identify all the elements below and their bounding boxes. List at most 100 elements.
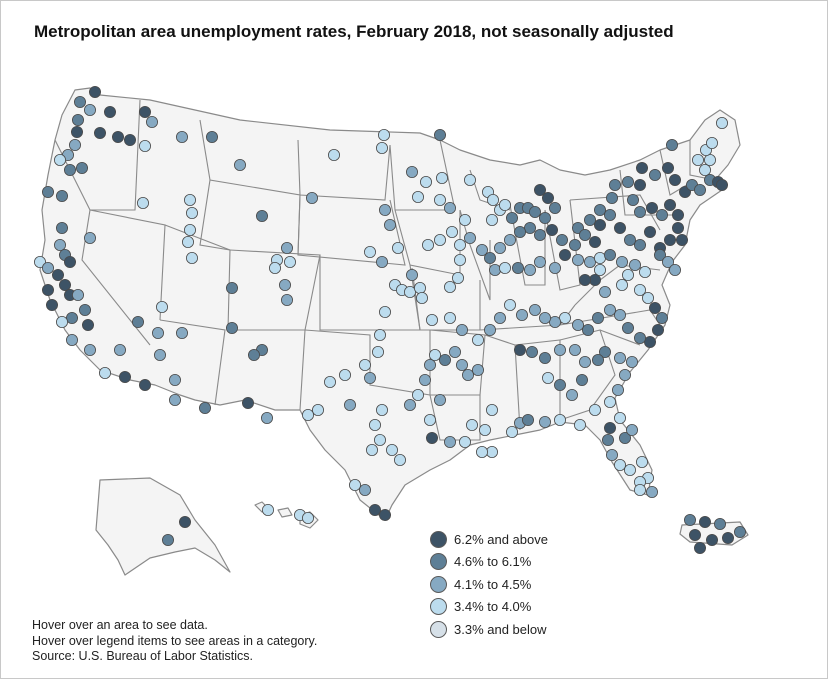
metro-area-marker[interactable]	[89, 86, 102, 99]
metro-area-marker[interactable]	[734, 526, 747, 539]
metro-area-marker[interactable]	[539, 415, 552, 428]
metro-area-marker[interactable]	[168, 393, 181, 406]
metro-area-marker[interactable]	[458, 213, 471, 226]
metro-area-marker[interactable]	[405, 165, 418, 178]
metro-area-marker[interactable]	[634, 178, 647, 191]
metro-area-marker[interactable]	[549, 315, 562, 328]
metro-area-marker[interactable]	[260, 411, 273, 424]
metro-area-marker[interactable]	[42, 185, 55, 198]
metro-area-marker[interactable]	[589, 273, 602, 286]
metro-area-marker[interactable]	[572, 318, 585, 331]
metro-area-marker[interactable]	[699, 516, 712, 529]
metro-area-marker[interactable]	[448, 345, 461, 358]
metro-area-marker[interactable]	[626, 355, 639, 368]
metro-area-marker[interactable]	[393, 453, 406, 466]
metro-area-marker[interactable]	[642, 291, 655, 304]
metro-area-marker[interactable]	[649, 301, 662, 314]
metro-area-marker[interactable]	[534, 183, 547, 196]
metro-area-marker[interactable]	[145, 116, 158, 129]
metro-area-marker[interactable]	[572, 253, 585, 266]
metro-area-marker[interactable]	[225, 281, 238, 294]
metro-area-marker[interactable]	[52, 268, 65, 281]
metro-area-marker[interactable]	[704, 153, 717, 166]
metro-area-marker[interactable]	[433, 128, 446, 141]
metro-area-marker[interactable]	[463, 231, 476, 244]
metro-area-marker[interactable]	[514, 225, 527, 238]
metro-area-marker[interactable]	[569, 343, 582, 356]
metro-area-marker[interactable]	[664, 198, 677, 211]
metro-area-marker[interactable]	[654, 248, 667, 261]
metro-area-marker[interactable]	[609, 178, 622, 191]
metro-area-marker[interactable]	[76, 161, 89, 174]
metro-area-marker[interactable]	[485, 213, 498, 226]
metro-area-marker[interactable]	[458, 435, 471, 448]
metro-area-marker[interactable]	[634, 283, 647, 296]
metro-area-marker[interactable]	[42, 261, 55, 274]
metro-area-marker[interactable]	[534, 228, 547, 241]
metro-area-marker[interactable]	[629, 258, 642, 271]
metro-area-marker[interactable]	[646, 485, 659, 498]
legend-item-6-2-and-above[interactable]: 6.2% and above	[430, 528, 548, 551]
metro-area-marker[interactable]	[378, 508, 391, 521]
metro-area-marker[interactable]	[722, 532, 735, 545]
metro-area-marker[interactable]	[280, 241, 293, 254]
metro-area-marker[interactable]	[323, 375, 336, 388]
metro-area-marker[interactable]	[498, 261, 511, 274]
metro-area-marker[interactable]	[664, 233, 677, 246]
metro-area-marker[interactable]	[604, 421, 617, 434]
metro-area-marker[interactable]	[539, 351, 552, 364]
metro-area-marker[interactable]	[526, 345, 539, 358]
metro-area-marker[interactable]	[542, 371, 555, 384]
metro-area-marker[interactable]	[268, 261, 281, 274]
metro-area-marker[interactable]	[463, 173, 476, 186]
metro-area-marker[interactable]	[699, 163, 712, 176]
metro-area-marker[interactable]	[64, 163, 77, 176]
metro-area-marker[interactable]	[689, 529, 702, 542]
metro-area-marker[interactable]	[241, 396, 254, 409]
metro-area-marker[interactable]	[478, 423, 491, 436]
metro-area-marker[interactable]	[94, 127, 107, 140]
metro-area-marker[interactable]	[505, 425, 518, 438]
metro-area-marker[interactable]	[421, 238, 434, 251]
metro-area-marker[interactable]	[684, 514, 697, 527]
metro-area-marker[interactable]	[566, 388, 579, 401]
metro-area-marker[interactable]	[644, 335, 657, 348]
metro-area-marker[interactable]	[153, 348, 166, 361]
metro-area-marker[interactable]	[604, 208, 617, 221]
metro-area-marker[interactable]	[485, 445, 498, 458]
metro-area-marker[interactable]	[46, 298, 59, 311]
metro-area-marker[interactable]	[619, 431, 632, 444]
metro-area-marker[interactable]	[185, 206, 198, 219]
metro-area-marker[interactable]	[529, 205, 542, 218]
metro-area-marker[interactable]	[368, 418, 381, 431]
metro-area-marker[interactable]	[54, 153, 67, 166]
metro-area-marker[interactable]	[576, 373, 589, 386]
metro-area-marker[interactable]	[656, 208, 669, 221]
metro-area-marker[interactable]	[363, 371, 376, 384]
metro-area-marker[interactable]	[599, 345, 612, 358]
metro-area-marker[interactable]	[524, 221, 537, 234]
metro-area-marker[interactable]	[549, 201, 562, 214]
metro-area-marker[interactable]	[79, 303, 92, 316]
metro-area-marker[interactable]	[358, 358, 371, 371]
metro-area-marker[interactable]	[84, 104, 97, 117]
metro-area-marker[interactable]	[34, 255, 47, 268]
metro-area-marker[interactable]	[403, 285, 416, 298]
metro-area-marker[interactable]	[606, 448, 619, 461]
metro-area-marker[interactable]	[594, 263, 607, 276]
metro-area-marker[interactable]	[579, 355, 592, 368]
metro-area-marker[interactable]	[612, 383, 625, 396]
metro-area-marker[interactable]	[84, 343, 97, 356]
metro-area-marker[interactable]	[64, 255, 77, 268]
metro-area-marker[interactable]	[461, 368, 474, 381]
metro-area-marker[interactable]	[136, 196, 149, 209]
metro-area-marker[interactable]	[626, 423, 639, 436]
metro-area-marker[interactable]	[415, 291, 428, 304]
metro-area-marker[interactable]	[604, 395, 617, 408]
metro-area-marker[interactable]	[343, 398, 356, 411]
metro-area-marker[interactable]	[589, 235, 602, 248]
metro-area-marker[interactable]	[84, 231, 97, 244]
metro-area-marker[interactable]	[483, 323, 496, 336]
metro-area-marker[interactable]	[428, 348, 441, 361]
metro-area-marker[interactable]	[82, 318, 95, 331]
